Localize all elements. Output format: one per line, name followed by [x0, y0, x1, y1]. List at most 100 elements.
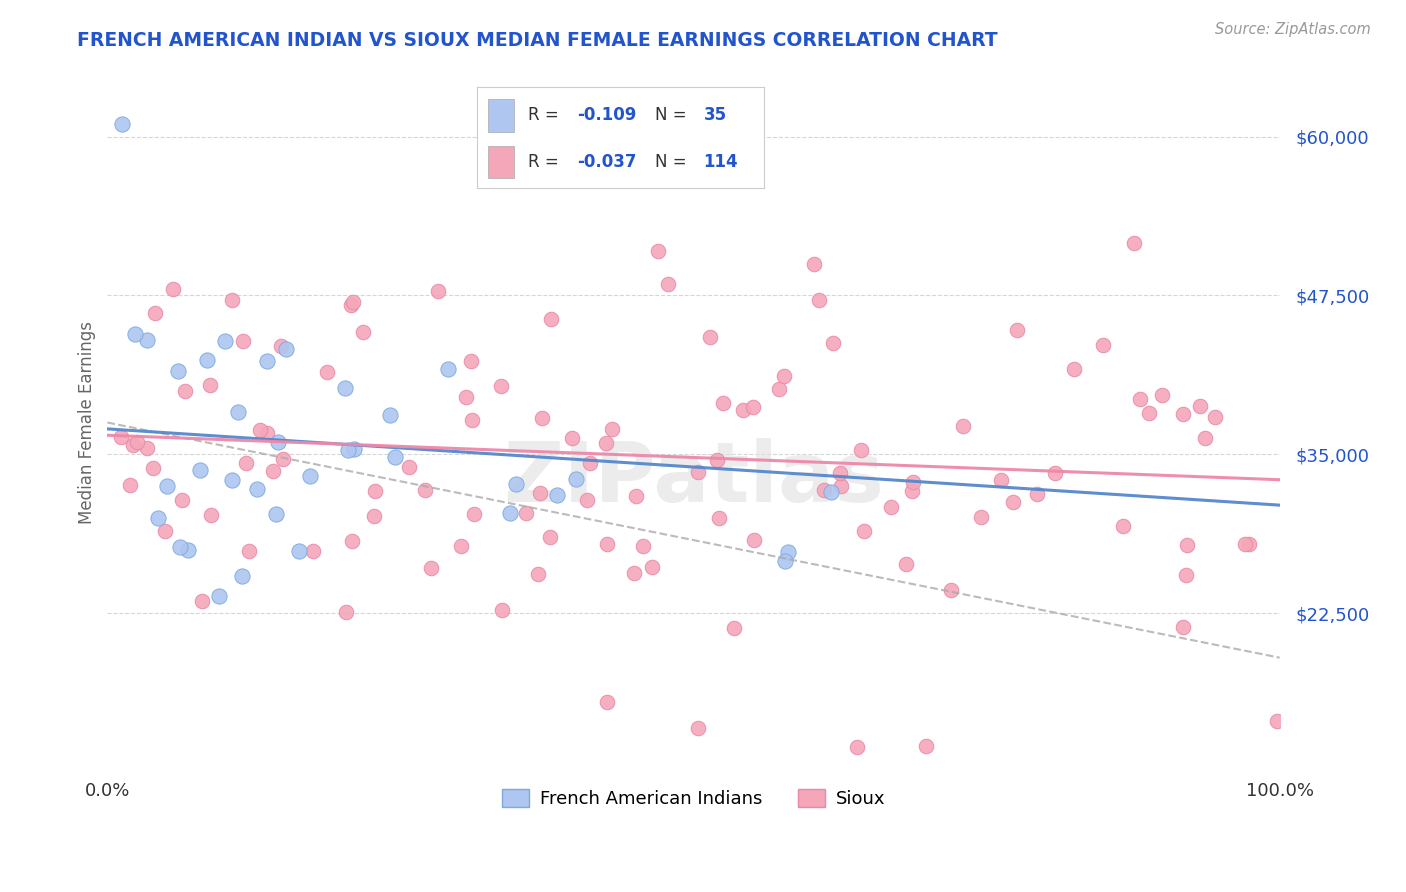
Point — [631, 539, 654, 553]
Point — [731, 403, 754, 417]
Point — [1194, 431, 1216, 445]
Point — [1233, 537, 1256, 551]
Point — [1265, 714, 1288, 729]
Point — [499, 506, 522, 520]
Point — [125, 434, 148, 449]
Point — [1137, 406, 1160, 420]
Point — [232, 334, 254, 348]
Point — [343, 442, 366, 457]
Point — [565, 472, 588, 486]
Point — [427, 285, 450, 299]
Point — [450, 539, 472, 553]
Point — [363, 509, 385, 524]
Point — [262, 464, 284, 478]
Point — [1063, 362, 1085, 376]
Point — [124, 326, 146, 341]
Point — [191, 594, 214, 608]
Point — [990, 473, 1012, 487]
Point — [706, 453, 728, 467]
Point — [711, 396, 734, 410]
Point — [1188, 399, 1211, 413]
Point — [830, 479, 852, 493]
Point — [773, 554, 796, 568]
Point — [226, 405, 249, 419]
Point — [221, 473, 243, 487]
Point — [515, 506, 537, 520]
Point — [1173, 620, 1195, 634]
Point — [828, 466, 851, 480]
Point — [162, 282, 184, 296]
Point — [1002, 495, 1025, 509]
Point — [198, 377, 221, 392]
Point — [200, 508, 222, 523]
Point — [1026, 487, 1049, 501]
Point — [142, 461, 165, 475]
Point — [688, 466, 710, 480]
Point — [733, 168, 755, 182]
Point — [768, 383, 790, 397]
Point — [527, 567, 550, 582]
Point — [249, 423, 271, 437]
Point — [491, 379, 513, 393]
Point — [595, 436, 617, 450]
Point — [463, 507, 485, 521]
Point — [741, 401, 763, 415]
Point — [561, 432, 583, 446]
Point — [276, 342, 298, 356]
Point — [821, 336, 844, 351]
Point — [214, 334, 236, 349]
Point — [742, 533, 765, 547]
Point — [575, 493, 598, 508]
Point — [256, 354, 278, 368]
Point — [1152, 388, 1174, 402]
Point — [699, 330, 721, 344]
Point — [174, 384, 197, 398]
Point — [773, 368, 796, 383]
Point — [538, 530, 561, 544]
Point — [530, 410, 553, 425]
Point — [803, 257, 825, 271]
Point — [195, 352, 218, 367]
Point — [686, 721, 709, 735]
Point — [776, 544, 799, 558]
Point — [315, 365, 337, 379]
Point — [1175, 538, 1198, 552]
Point — [1092, 337, 1115, 351]
Point — [546, 488, 568, 502]
Point — [1171, 407, 1194, 421]
Point — [335, 605, 357, 619]
Point — [342, 294, 364, 309]
Point — [901, 475, 924, 490]
Point — [398, 460, 420, 475]
Point — [143, 306, 166, 320]
Point — [641, 559, 664, 574]
Point — [1043, 466, 1066, 480]
Point — [623, 566, 645, 580]
Point — [723, 621, 745, 635]
Point — [813, 483, 835, 498]
Point — [172, 493, 194, 508]
Point — [266, 434, 288, 449]
Point — [264, 507, 287, 521]
Text: ZIPatlas: ZIPatlas — [503, 438, 884, 519]
Point — [596, 537, 619, 551]
Point — [707, 511, 730, 525]
Point — [271, 451, 294, 466]
Y-axis label: Median Female Earnings: Median Female Earnings — [79, 321, 96, 524]
Point — [110, 430, 132, 444]
Point — [118, 477, 141, 491]
Point — [1112, 519, 1135, 533]
Point — [595, 695, 617, 709]
Point — [846, 739, 869, 754]
Point — [221, 293, 243, 308]
Point — [177, 543, 200, 558]
Point — [849, 442, 872, 457]
Point — [657, 277, 679, 291]
Point — [1204, 409, 1226, 424]
Point — [340, 298, 363, 312]
Point — [188, 463, 211, 477]
Text: FRENCH AMERICAN INDIAN VS SIOUX MEDIAN FEMALE EARNINGS CORRELATION CHART: FRENCH AMERICAN INDIAN VS SIOUX MEDIAN F… — [77, 31, 998, 50]
Point — [529, 485, 551, 500]
Point — [153, 524, 176, 538]
Point — [166, 364, 188, 378]
